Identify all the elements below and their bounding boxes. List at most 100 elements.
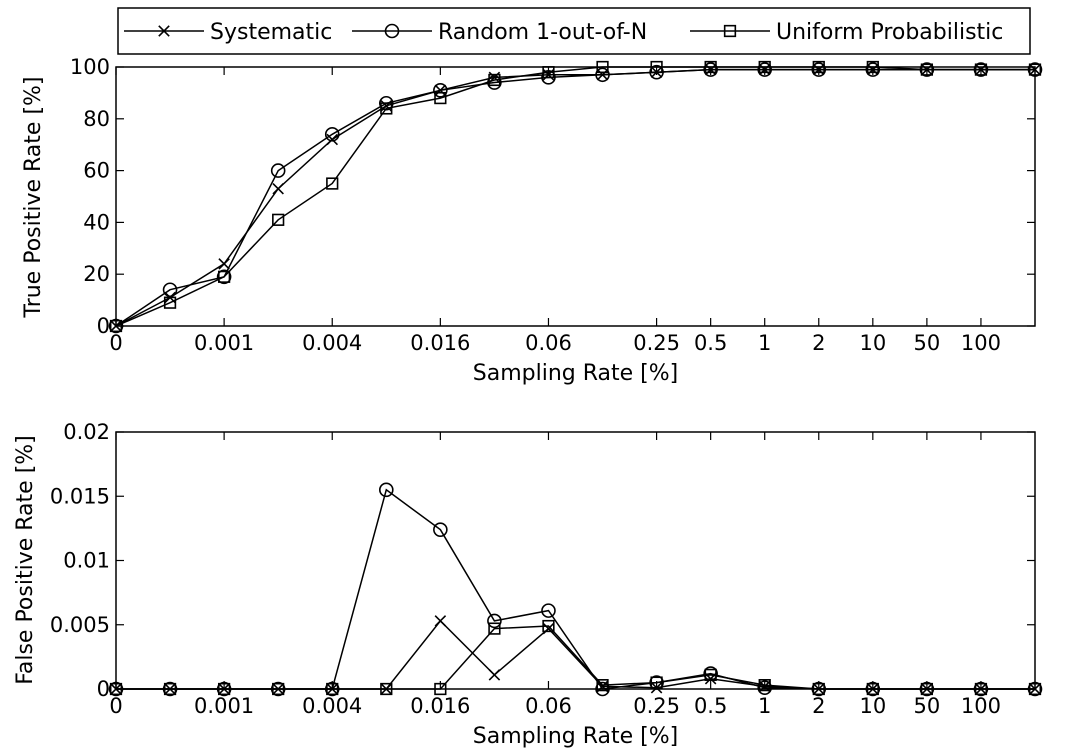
legend-entry: Random 1-out-of-N xyxy=(352,20,647,45)
data-point-square xyxy=(326,682,339,696)
data-point-square xyxy=(596,60,609,74)
data-point-x-b xyxy=(326,133,339,146)
data-point-square xyxy=(380,682,393,696)
legend-box xyxy=(117,7,1031,55)
x-tick-label: 1 xyxy=(758,694,771,718)
legend-label: Systematic xyxy=(210,20,332,45)
data-point-square xyxy=(488,622,501,635)
data-point-square xyxy=(1028,63,1042,76)
data-point-square xyxy=(163,296,177,309)
x-tick-label: 0.016 xyxy=(410,694,470,718)
x-tick-label: 0.06 xyxy=(525,694,572,718)
y-tick-label: 0.02 xyxy=(63,420,110,444)
data-point-square xyxy=(920,682,934,696)
data-point-square xyxy=(866,682,879,696)
y-axis-label: True Positive Rate [%] xyxy=(21,76,46,318)
data-point-square xyxy=(217,682,231,696)
data-point-square xyxy=(542,66,555,79)
x-axis-label: Sampling Rate [%] xyxy=(473,724,678,749)
y-tick-label: 0.005 xyxy=(50,613,110,637)
x-axis-label: Sampling Rate [%] xyxy=(473,361,678,386)
data-point-circle xyxy=(216,269,232,285)
data-point-square xyxy=(434,682,447,696)
data-point-square xyxy=(758,60,771,74)
legend-label: Uniform Probabilistic xyxy=(776,20,1003,45)
x-tick-label: 0.004 xyxy=(302,331,362,355)
series-circle xyxy=(108,482,1043,697)
data-point-circle xyxy=(703,62,718,77)
data-point-circle xyxy=(378,95,394,111)
x-tick-label: 0 xyxy=(109,331,122,355)
x-tick-label: 0.5 xyxy=(694,694,727,718)
series-line-circle xyxy=(116,488,1035,690)
legend-label: Random 1-out-of-N xyxy=(438,20,647,45)
legend-marker xyxy=(723,24,737,38)
data-point-circle xyxy=(433,83,448,98)
data-point-circle xyxy=(595,67,610,83)
data-point-square xyxy=(272,213,285,226)
data-point-square xyxy=(650,676,663,689)
data-point-circle xyxy=(649,64,664,80)
data-point-square xyxy=(812,60,825,74)
data-point-square xyxy=(974,682,988,696)
data-point-square xyxy=(380,102,393,115)
series-square xyxy=(109,60,1042,333)
y-tick-label: 100 xyxy=(70,55,110,79)
x-tick-label: 0.016 xyxy=(410,331,470,355)
x-tick-label: 0.5 xyxy=(694,331,727,355)
y-tick-label: 0 xyxy=(97,314,110,338)
data-point-square xyxy=(272,682,285,696)
false-positive-rate-chart: 0 0.001 0.004 0.016 0.06 0.25 0.5 1 2 10 50 100 0 0.0… xyxy=(13,420,1043,749)
data-point-square xyxy=(920,63,934,76)
data-point-circle xyxy=(433,522,448,537)
x-tick-label: 0 xyxy=(109,694,122,718)
data-point-square xyxy=(704,60,717,74)
data-point-circle xyxy=(757,62,773,77)
x-tick-label: 1 xyxy=(758,331,771,355)
legend: Systematic Random 1-out-of-N Uniform Proba… xyxy=(117,7,1031,55)
data-point-square xyxy=(866,60,879,74)
series-x xyxy=(110,63,1041,332)
data-point-circle xyxy=(595,681,610,697)
data-point-circle xyxy=(108,318,124,334)
legend-marker-b xyxy=(158,25,170,37)
x-tick-label: 10 xyxy=(859,694,886,718)
data-point-circle xyxy=(487,613,502,629)
x-tick-label: 0.001 xyxy=(194,694,254,718)
y-tick-label: 0.01 xyxy=(63,549,110,573)
data-point-circle xyxy=(324,127,340,142)
data-point-circle xyxy=(541,70,556,85)
data-point-square xyxy=(217,270,231,283)
series-circle xyxy=(108,62,1043,334)
x-tick-label: 10 xyxy=(859,331,886,355)
x-tick-label: 0.06 xyxy=(525,331,572,355)
x-tick-label: 50 xyxy=(914,331,941,355)
x-tick-label: 2 xyxy=(812,694,825,718)
y-tick-label: 0.015 xyxy=(50,484,110,508)
data-point-x-b xyxy=(434,615,447,627)
data-point-x-b xyxy=(218,258,230,270)
y-tick-label: 20 xyxy=(83,262,110,286)
data-point-circle xyxy=(811,62,827,77)
legend-entry: Systematic xyxy=(124,20,332,45)
x-tick-label: 0.25 xyxy=(633,694,680,718)
true-positive-rate-chart: 0 0.001 0.004 0.016 0.06 0.25 0.5 1 2 10 50 100 0 20 4… xyxy=(21,55,1043,386)
plot-frame xyxy=(115,66,1036,327)
data-point-circle xyxy=(162,282,178,298)
data-point-square xyxy=(758,679,771,692)
x-tick-label: 50 xyxy=(914,694,941,718)
y-tick-label: 40 xyxy=(83,210,110,234)
y-tick-label: 0 xyxy=(97,677,110,701)
series-line-x xyxy=(115,68,1035,327)
data-point-square xyxy=(488,73,501,87)
data-point-square xyxy=(163,682,177,696)
data-point-square xyxy=(326,177,339,190)
data-point-square xyxy=(542,619,555,633)
data-point-square xyxy=(974,63,988,76)
series-square xyxy=(109,619,1042,696)
data-point-circle xyxy=(378,482,394,498)
data-point-square xyxy=(109,682,123,696)
x-tick-label: 0.004 xyxy=(302,694,362,718)
data-point-square xyxy=(704,668,717,681)
